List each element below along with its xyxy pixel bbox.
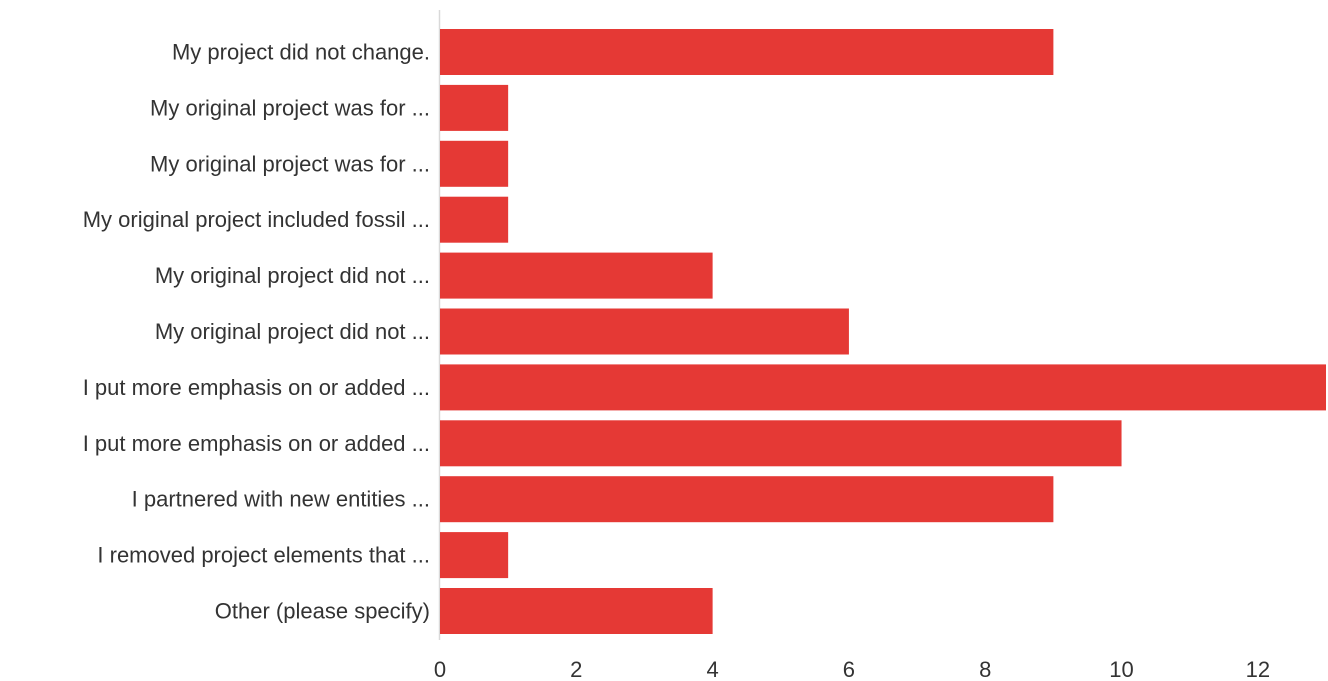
bars-group (440, 29, 1326, 634)
category-label: I partnered with new entities ... (132, 487, 430, 512)
category-label: My original project was for ... (150, 151, 430, 176)
category-label: I put more emphasis on or added ... (83, 375, 430, 400)
category-labels-group: My project did not change. My original pr… (83, 40, 430, 624)
bar (440, 588, 713, 634)
bar (440, 476, 1054, 523)
category-label: I removed project elements that ... (97, 543, 430, 568)
x-tick-label: 0 (434, 657, 446, 681)
x-tick-label: 10 (1109, 657, 1133, 681)
bar (440, 532, 509, 579)
x-tick-label: 4 (706, 657, 718, 681)
category-label: I put more emphasis on or added ... (83, 431, 430, 456)
category-label: My original project did not ... (155, 319, 430, 344)
category-label: My project did not change. (172, 40, 430, 65)
bar (440, 420, 1122, 467)
category-label: My original project was for ... (150, 95, 430, 120)
bar (440, 196, 509, 243)
category-label: Other (please specify) (215, 599, 430, 624)
x-tick-label: 6 (843, 657, 855, 681)
bar (440, 252, 713, 299)
x-tick-labels-group: 0 2 4 6 8 10 12 (434, 657, 1270, 681)
bar (440, 29, 1054, 75)
bar (440, 308, 849, 355)
x-tick-label: 8 (979, 657, 991, 681)
category-label: My original project included fossil ... (83, 207, 430, 232)
bar (440, 364, 1326, 411)
bar (440, 84, 509, 131)
x-tick-label: 12 (1246, 657, 1270, 681)
bar (440, 140, 509, 187)
x-tick-label: 2 (570, 657, 582, 681)
category-label: My original project did not ... (155, 263, 430, 288)
